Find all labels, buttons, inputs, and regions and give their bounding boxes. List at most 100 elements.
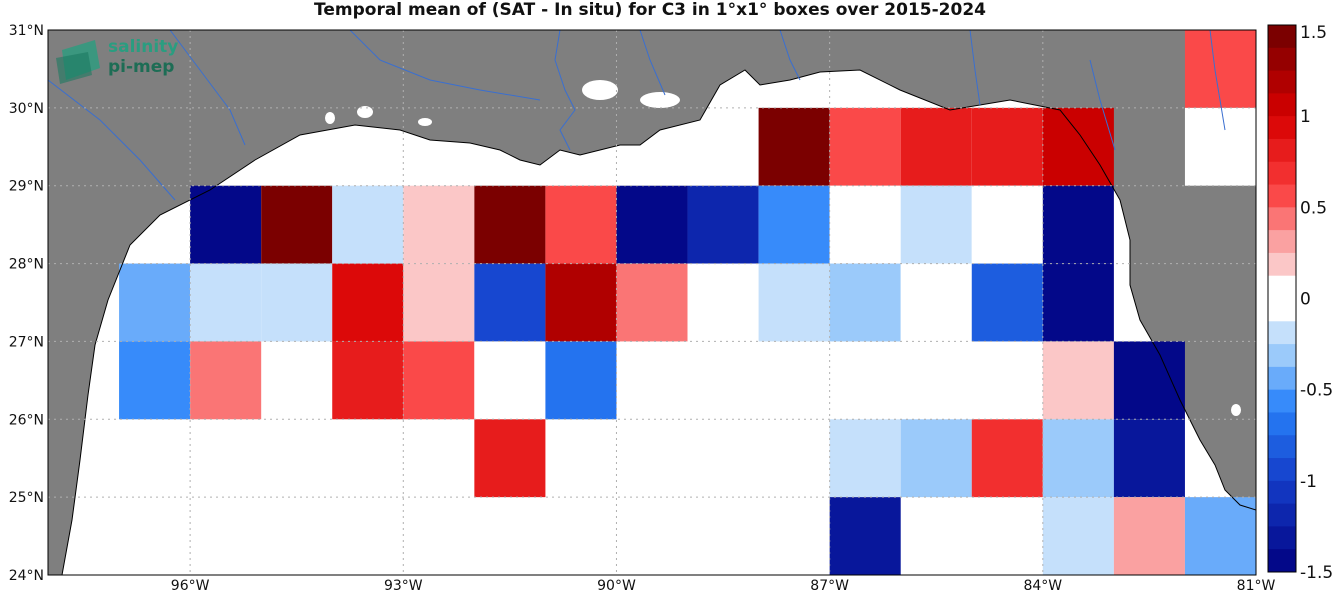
heatmap-cell <box>900 419 972 498</box>
colorbar-segment <box>1268 161 1296 186</box>
colorbar-segment <box>1268 435 1296 459</box>
heatmap-cell <box>332 341 404 420</box>
heatmap-cell <box>332 263 404 342</box>
heatmap-cell <box>1113 419 1185 498</box>
colorbar-tick-label: -1.5 <box>1300 563 1333 583</box>
heatmap-cell <box>687 263 759 342</box>
heatmap-cell <box>1042 185 1114 264</box>
salinity-pi-mep-logo: salinity pi-mep <box>56 37 178 84</box>
heatmap-cell <box>971 185 1043 264</box>
river-red <box>349 30 541 101</box>
heatmap-cell <box>545 341 617 420</box>
heatmap-cell <box>900 263 972 342</box>
colorbar-segment <box>1268 70 1296 94</box>
colorbar-tick-label: 0.5 <box>1300 198 1327 218</box>
y-tick-label: 30°N <box>9 101 44 117</box>
colorbar-segment <box>1268 138 1296 163</box>
logo-mark-shadow-icon <box>56 52 92 84</box>
logo-line2: pi-mep <box>108 57 174 77</box>
x-tick-label: 96°W <box>171 578 210 594</box>
y-tick-label: 27°N <box>9 334 44 350</box>
heatmap-cell <box>403 185 475 264</box>
colorbar-segment <box>1268 412 1296 436</box>
axes-frame <box>47 29 1257 576</box>
colorbar-segment <box>1268 321 1296 345</box>
colorbar-ticks: 1.5 1 0.5 0 -0.5 -1 -1.5 <box>1300 23 1333 583</box>
heatmap-cell <box>1184 497 1256 575</box>
colorbar-segment <box>1268 389 1296 413</box>
colorbar-segment <box>1268 25 1296 49</box>
rivers <box>48 30 1226 201</box>
colorbar-segment <box>1268 503 1296 527</box>
heatmap-cell <box>829 419 901 498</box>
heatmap-cell <box>474 263 546 342</box>
y-tick-label: 24°N <box>9 568 44 584</box>
x-tick-label: 84°W <box>1023 578 1062 594</box>
y-axis-ticks: 24°N 25°N 26°N 27°N 28°N 29°N 30°N 31°N <box>9 23 44 584</box>
heatmap-cells <box>119 30 1256 575</box>
heatmap-cell <box>758 263 830 342</box>
heatmap-cell <box>829 497 901 575</box>
colorbar-tick-label: -0.5 <box>1300 381 1333 401</box>
heatmap-cell <box>829 107 901 186</box>
colorbar-segment <box>1268 93 1296 117</box>
heatmap-cell <box>1042 263 1114 342</box>
heatmap-cell <box>403 263 475 342</box>
colorbar-segment <box>1268 47 1296 72</box>
x-tick-label: 81°W <box>1237 578 1276 594</box>
heatmap-cell <box>616 185 688 264</box>
colorbar-segment <box>1268 207 1296 231</box>
river-apalachicola <box>969 30 981 106</box>
colorbar-segment <box>1268 252 1296 277</box>
river-suwannee <box>1089 59 1116 151</box>
heatmap-cell <box>1184 30 1256 108</box>
heatmap-cell <box>261 263 333 342</box>
colorbar-tick-label: 1 <box>1300 107 1311 127</box>
colorbar-segment <box>1268 480 1296 505</box>
land-texas-mexico <box>48 30 1256 575</box>
lake-pontchartrain <box>582 80 618 100</box>
colorbar-segment <box>1268 184 1296 208</box>
heatmap-cell <box>474 419 546 498</box>
heatmap-cell <box>900 185 972 264</box>
heatmap-cell <box>332 185 404 264</box>
river-stjohns <box>1209 30 1226 131</box>
lake-calcasieu <box>357 106 373 118</box>
heatmap-cell <box>1042 419 1114 498</box>
heatmap-cell <box>474 341 546 420</box>
heatmap-cell <box>1042 341 1114 420</box>
colorbar-segment <box>1268 526 1296 550</box>
colorbar <box>1267 24 1297 573</box>
heatmap-cell <box>190 341 262 420</box>
river-trinity <box>169 30 246 146</box>
coastline <box>61 69 1256 575</box>
colorbar-segment <box>1268 344 1296 368</box>
y-tick-label: 26°N <box>9 412 44 428</box>
heatmap-cell <box>900 107 972 186</box>
lake-sabine <box>325 112 335 124</box>
colorbar-tick-label: 1.5 <box>1300 23 1327 43</box>
heatmap-cell <box>119 341 191 420</box>
colorbar-segment <box>1268 366 1296 391</box>
heatmap-cell <box>971 263 1043 342</box>
y-tick-label: 28°N <box>9 257 44 273</box>
heatmap-cell <box>829 263 901 342</box>
heatmap-cell <box>403 341 475 420</box>
colorbar-segment <box>1268 549 1296 573</box>
x-tick-label: 87°W <box>810 578 849 594</box>
x-tick-label: 93°W <box>384 578 423 594</box>
heatmap-cell <box>971 419 1043 498</box>
land-mass <box>48 30 1256 575</box>
heatmap-cell <box>971 107 1043 186</box>
river-brazos <box>48 79 176 201</box>
heatmap-cell <box>261 185 333 264</box>
y-tick-label: 25°N <box>9 490 44 506</box>
colorbar-segment <box>1268 275 1296 299</box>
heatmap-cell <box>190 263 262 342</box>
lake-white <box>418 118 432 126</box>
x-axis-ticks: 96°W 93°W 90°W 87°W 84°W 81°W <box>171 578 1276 594</box>
heatmap-cell <box>119 263 191 342</box>
lake-okeechobee <box>1231 404 1241 416</box>
colorbar-frame <box>1267 24 1297 573</box>
